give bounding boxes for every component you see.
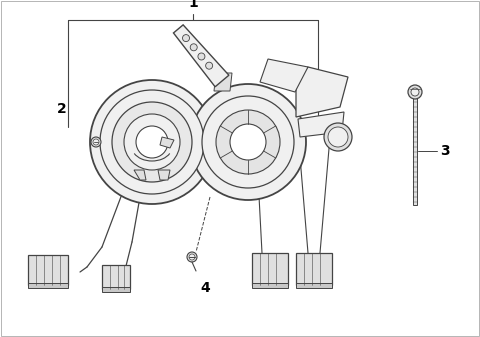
Text: 1: 1 (188, 0, 198, 10)
Polygon shape (134, 170, 146, 180)
Polygon shape (160, 137, 174, 148)
Bar (252, 283, 288, 288)
Bar (296, 283, 332, 288)
Bar (28, 255, 68, 285)
Ellipse shape (93, 139, 99, 145)
Ellipse shape (190, 44, 197, 51)
Text: 2: 2 (57, 102, 67, 116)
Bar (102, 287, 130, 292)
Ellipse shape (90, 80, 214, 204)
Polygon shape (296, 67, 348, 117)
Ellipse shape (112, 102, 192, 182)
Text: 4: 4 (200, 281, 210, 295)
Ellipse shape (124, 114, 180, 170)
Bar (296, 253, 332, 285)
Polygon shape (260, 59, 308, 92)
Ellipse shape (187, 252, 197, 262)
Ellipse shape (136, 126, 168, 158)
Ellipse shape (216, 110, 280, 174)
Ellipse shape (182, 35, 190, 41)
Polygon shape (214, 73, 232, 91)
Ellipse shape (205, 62, 213, 69)
Ellipse shape (100, 90, 204, 194)
Ellipse shape (91, 137, 101, 147)
Ellipse shape (190, 84, 306, 200)
Ellipse shape (189, 254, 195, 260)
Ellipse shape (411, 88, 419, 96)
Ellipse shape (324, 123, 352, 151)
Ellipse shape (408, 85, 422, 99)
Polygon shape (173, 25, 229, 87)
Bar (413, 97, 417, 205)
Ellipse shape (198, 53, 205, 60)
Text: 3: 3 (440, 144, 450, 158)
Ellipse shape (230, 124, 266, 160)
Bar (252, 253, 288, 285)
Polygon shape (298, 112, 344, 137)
Ellipse shape (202, 96, 294, 188)
Bar (102, 265, 130, 289)
Ellipse shape (328, 127, 348, 147)
Bar (28, 283, 68, 288)
Polygon shape (158, 170, 170, 180)
